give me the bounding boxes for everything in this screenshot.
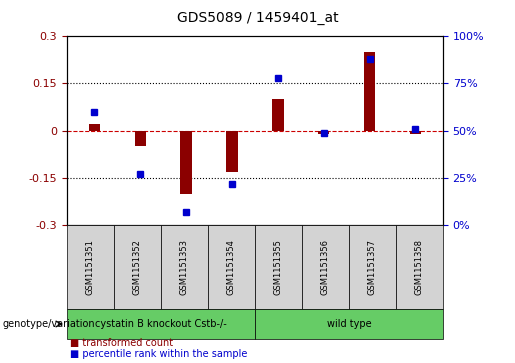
Bar bbox=[318, 131, 330, 134]
Bar bbox=[409, 131, 421, 134]
Text: GSM1151353: GSM1151353 bbox=[180, 239, 189, 295]
Bar bbox=[226, 131, 238, 172]
Text: cystatin B knockout Cstb-/-: cystatin B knockout Cstb-/- bbox=[95, 319, 227, 329]
Text: GSM1151354: GSM1151354 bbox=[227, 239, 236, 295]
Bar bbox=[364, 52, 375, 131]
Text: GSM1151358: GSM1151358 bbox=[415, 239, 424, 295]
Text: GSM1151351: GSM1151351 bbox=[86, 239, 95, 295]
Text: GSM1151355: GSM1151355 bbox=[274, 239, 283, 295]
Text: GSM1151352: GSM1151352 bbox=[133, 239, 142, 295]
Text: GSM1151357: GSM1151357 bbox=[368, 239, 377, 295]
Text: GSM1151356: GSM1151356 bbox=[321, 239, 330, 295]
Text: ■ percentile rank within the sample: ■ percentile rank within the sample bbox=[70, 349, 247, 359]
Bar bbox=[89, 125, 100, 131]
Text: wild type: wild type bbox=[327, 319, 371, 329]
Bar bbox=[180, 131, 192, 193]
Text: GDS5089 / 1459401_at: GDS5089 / 1459401_at bbox=[177, 11, 338, 25]
Bar bbox=[134, 131, 146, 146]
Bar bbox=[272, 99, 284, 131]
Text: genotype/variation: genotype/variation bbox=[3, 319, 95, 329]
Text: ■ transformed count: ■ transformed count bbox=[70, 338, 173, 348]
